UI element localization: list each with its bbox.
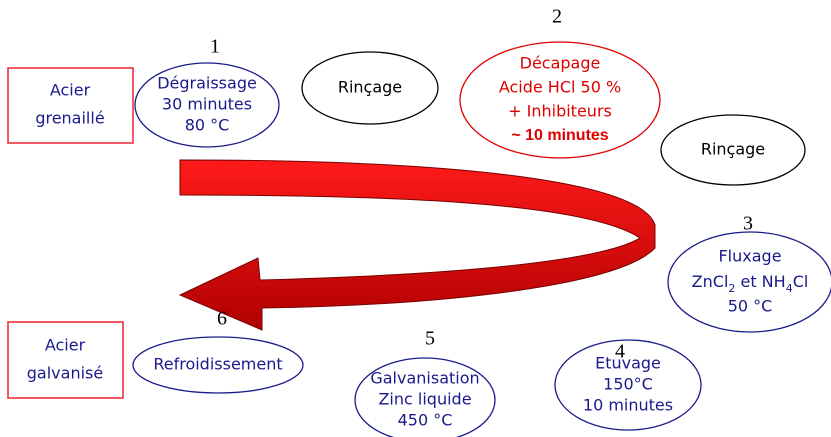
- step-number: 3: [743, 213, 753, 235]
- step-label: Fluxage: [718, 247, 781, 266]
- step-number: 6: [217, 308, 227, 330]
- step-label: Refroidissement: [153, 355, 282, 374]
- step-number: 4: [615, 341, 625, 363]
- step-label: 30 minutes: [162, 95, 252, 114]
- step-ellipse: [132, 336, 304, 394]
- step-label: Rinçage: [701, 140, 765, 159]
- formula-part: 4: [786, 282, 793, 295]
- end-label: Acier: [45, 336, 86, 355]
- start-label: Acier: [50, 81, 91, 100]
- step-label: Galvanisation: [370, 369, 479, 388]
- step-ellipse: [134, 62, 280, 148]
- step-label: 10 minutes: [583, 396, 673, 415]
- start-label: grenaillé: [35, 109, 104, 128]
- step-ellipse: [660, 114, 806, 186]
- process-arrow: [178, 159, 656, 331]
- step-label: Rinçage: [338, 78, 402, 97]
- step-label: 80 °C: [185, 116, 230, 135]
- step-ellipse: [354, 357, 496, 437]
- step-ellipse: [301, 51, 439, 125]
- step-label: + Inhibiteurs: [508, 102, 612, 121]
- formula-part: 2: [728, 282, 735, 295]
- step-label: 150°C: [603, 375, 653, 394]
- step-label: Dégraissage: [157, 74, 257, 93]
- step-label: Zinc liquide: [378, 390, 471, 409]
- step-label: ~ 10 minutes: [511, 127, 608, 144]
- start-box: [7, 67, 134, 144]
- formula-part: et NH: [735, 272, 785, 291]
- step-number: 2: [552, 6, 562, 28]
- step-ellipse: [667, 231, 831, 333]
- end-label: galvanisé: [27, 364, 103, 383]
- formula-part: Cl: [793, 272, 809, 291]
- step-ellipse: [554, 339, 702, 431]
- end-box: [7, 321, 124, 399]
- step-number: 1: [210, 36, 220, 58]
- step-label: 450 °C: [398, 411, 453, 430]
- formula-part: ZnCl: [692, 272, 729, 291]
- step-formula: ZnCl2 et NH4Cl: [692, 272, 809, 295]
- step-ellipse: [459, 41, 661, 159]
- step-label: Etuvage: [595, 354, 661, 373]
- step-number: 5: [425, 328, 435, 350]
- step-label: Acide HCl 50 %: [499, 78, 621, 97]
- step-label: Décapage: [520, 54, 601, 73]
- step-label: 50 °C: [728, 297, 773, 316]
